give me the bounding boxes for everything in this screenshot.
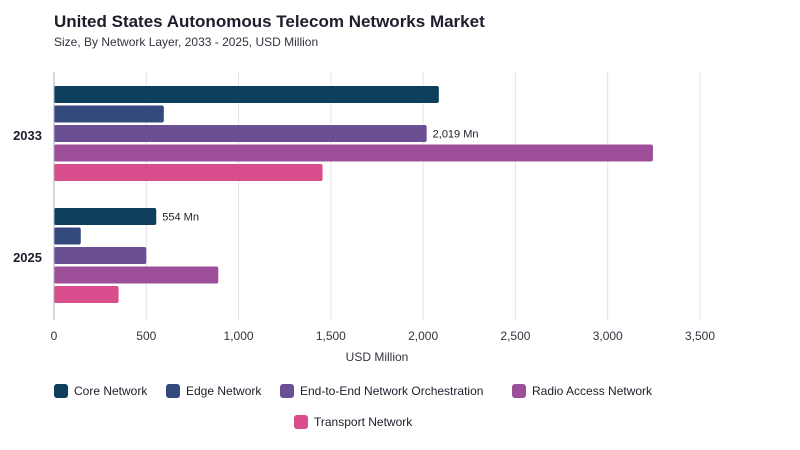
bar bbox=[54, 125, 427, 142]
x-tick-label: 3,500 bbox=[685, 329, 715, 343]
bar bbox=[54, 266, 219, 284]
bar bbox=[54, 227, 81, 245]
bar bbox=[54, 105, 164, 123]
x-tick-label: 1,500 bbox=[316, 329, 346, 343]
bar bbox=[54, 144, 653, 162]
x-axis-title: USD Million bbox=[346, 350, 409, 364]
data-label: 2,019 Mn bbox=[433, 129, 479, 141]
x-tick-label: 0 bbox=[51, 329, 58, 343]
legend-swatch bbox=[54, 384, 68, 398]
bar-chart: 2033 2025 2,019 Mn 554 Mn 0 500 1,000 1,500 2,00… bbox=[13, 72, 715, 364]
legend-item: Core Network bbox=[54, 384, 147, 398]
legend-label: Core Network bbox=[74, 384, 148, 398]
category-label: 2033 bbox=[13, 128, 42, 143]
legend-swatch bbox=[166, 384, 180, 398]
category-label: 2025 bbox=[13, 250, 42, 265]
legend-item: Radio Access Network bbox=[512, 384, 652, 398]
legend-swatch bbox=[294, 415, 308, 429]
data-label: 554 Mn bbox=[162, 212, 199, 224]
bar bbox=[54, 286, 119, 303]
x-tick-label: 2,000 bbox=[408, 329, 438, 343]
legend-item: Transport Network bbox=[294, 415, 412, 429]
bar bbox=[54, 247, 147, 264]
x-tick-label: 2,500 bbox=[500, 329, 530, 343]
chart-subtitle: Size, By Network Layer, 2033 - 2025, USD… bbox=[54, 35, 319, 49]
legend-swatch bbox=[512, 384, 526, 398]
bar bbox=[54, 208, 157, 225]
legend-label: Edge Network bbox=[186, 384, 262, 398]
x-tick-label: 1,000 bbox=[224, 329, 254, 343]
x-tick-label: 3,000 bbox=[593, 329, 623, 343]
legend-label: Radio Access Network bbox=[532, 384, 653, 398]
x-tick-label: 500 bbox=[136, 329, 156, 343]
legend-item: Edge Network bbox=[166, 384, 261, 398]
legend-label: Transport Network bbox=[314, 415, 413, 429]
chart-legend: Core Network Edge Network End-to-End Netwo… bbox=[54, 384, 754, 444]
chart-title: United States Autonomous Telecom Network… bbox=[54, 12, 485, 31]
bar bbox=[54, 86, 439, 103]
legend-swatch bbox=[280, 384, 294, 398]
bar bbox=[54, 164, 323, 181]
legend-item: End-to-End Network Orchestration bbox=[280, 384, 483, 398]
legend-label: End-to-End Network Orchestration bbox=[300, 384, 484, 398]
